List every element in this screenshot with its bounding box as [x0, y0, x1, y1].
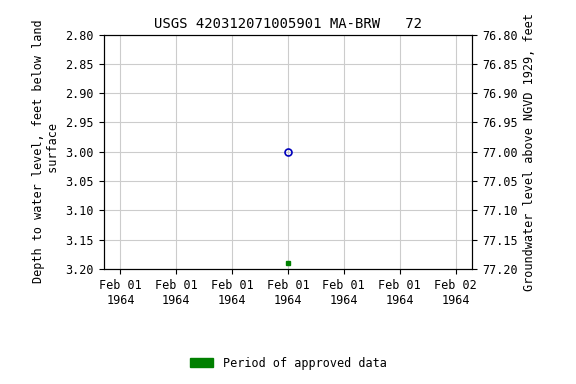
- Y-axis label: Groundwater level above NGVD 1929, feet: Groundwater level above NGVD 1929, feet: [523, 13, 536, 291]
- Title: USGS 420312071005901 MA-BRW   72: USGS 420312071005901 MA-BRW 72: [154, 17, 422, 31]
- Legend: Period of approved data: Period of approved data: [185, 352, 391, 374]
- Y-axis label: Depth to water level, feet below land
 surface: Depth to water level, feet below land su…: [32, 20, 60, 283]
